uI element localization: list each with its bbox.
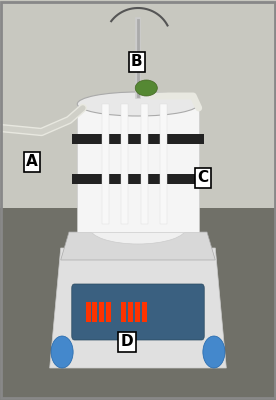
- Polygon shape: [0, 208, 276, 400]
- Bar: [142, 302, 147, 322]
- Bar: [102, 104, 109, 224]
- Text: A: A: [26, 154, 38, 170]
- Bar: [77, 104, 199, 232]
- FancyBboxPatch shape: [72, 284, 204, 340]
- Bar: [128, 302, 133, 322]
- Ellipse shape: [135, 80, 157, 96]
- Text: C: C: [197, 170, 208, 186]
- Circle shape: [51, 336, 73, 368]
- Circle shape: [203, 336, 225, 368]
- Bar: [135, 302, 140, 322]
- Ellipse shape: [77, 92, 199, 116]
- Bar: [92, 302, 97, 322]
- Bar: [72, 134, 204, 144]
- Ellipse shape: [90, 212, 186, 244]
- Polygon shape: [0, 0, 276, 220]
- Bar: [99, 302, 104, 322]
- Bar: [160, 104, 167, 224]
- Bar: [72, 174, 204, 184]
- Bar: [86, 302, 91, 322]
- Text: B: B: [131, 54, 142, 70]
- Bar: [106, 302, 111, 322]
- Text: D: D: [121, 334, 133, 350]
- Polygon shape: [61, 232, 215, 260]
- Bar: [121, 302, 126, 322]
- Polygon shape: [50, 248, 226, 368]
- Bar: [141, 104, 148, 224]
- Bar: [121, 104, 128, 224]
